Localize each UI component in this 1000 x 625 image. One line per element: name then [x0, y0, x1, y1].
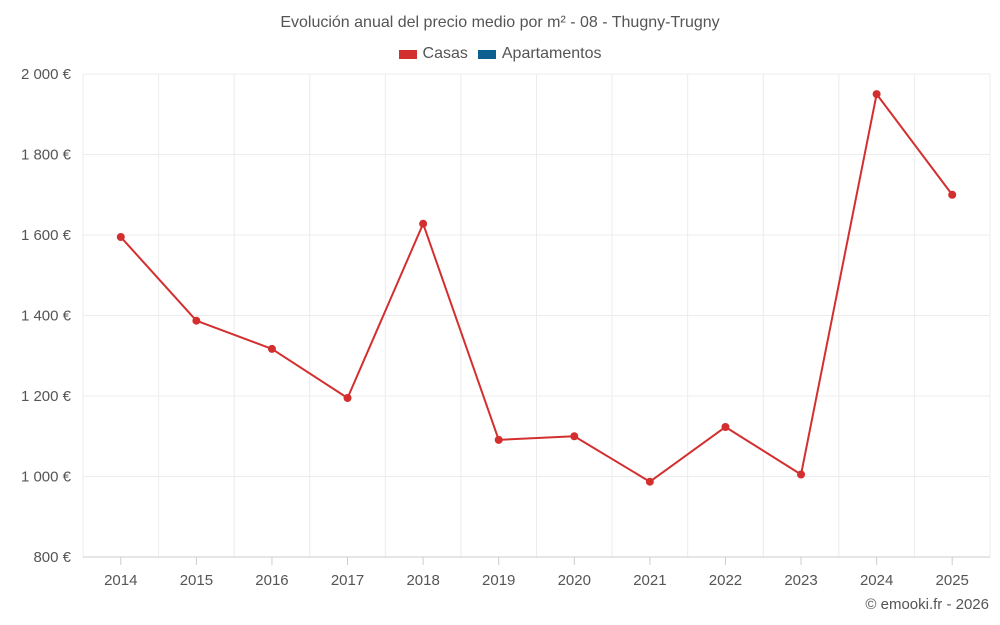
data-point-casas[interactable]	[872, 90, 881, 99]
x-tick-label: 2023	[784, 572, 817, 589]
chart-legend: Casas Apartamentos	[0, 45, 1000, 63]
data-point-casas[interactable]	[192, 316, 201, 325]
data-point-casas[interactable]	[948, 190, 957, 199]
legend-item-apartamentos[interactable]: Apartamentos	[477, 45, 602, 63]
legend-label-apartamentos: Apartamentos	[501, 45, 602, 62]
data-point-casas[interactable]	[645, 477, 654, 486]
x-tick-label: 2014	[104, 572, 137, 589]
legend-swatch-casas	[398, 49, 417, 59]
x-tick-label: 2022	[709, 572, 742, 589]
x-tick-label: 2024	[860, 572, 893, 589]
data-point-casas[interactable]	[116, 233, 125, 242]
series-line-casas	[120, 93, 954, 483]
data-point-casas[interactable]	[419, 219, 428, 228]
y-tick-label: 1 400 €	[21, 308, 72, 325]
data-point-casas[interactable]	[721, 422, 730, 431]
chart-title: Evolución anual del precio medio por m² …	[280, 14, 720, 31]
copyright-notice: © emooki.fr - 2026	[865, 596, 989, 613]
y-tick-label: 800 €	[33, 549, 71, 566]
legend-label-casas: Casas	[422, 45, 468, 62]
x-tick-label: 2015	[180, 572, 213, 589]
data-point-casas[interactable]	[570, 432, 579, 441]
legend-swatch-apartamentos	[477, 49, 496, 59]
y-tick-label: 1 200 €	[21, 388, 72, 405]
y-tick-label: 1 000 €	[21, 469, 72, 486]
x-tick-label: 2019	[482, 572, 515, 589]
data-point-casas[interactable]	[267, 344, 276, 353]
data-point-casas[interactable]	[343, 394, 352, 403]
y-tick-label: 1 600 €	[21, 227, 72, 244]
data-point-casas[interactable]	[797, 470, 806, 479]
y-tick-label: 1 800 €	[21, 147, 72, 164]
x-tick-label: 2020	[558, 572, 591, 589]
legend-item-casas[interactable]: Casas	[398, 45, 468, 63]
data-point-casas[interactable]	[494, 435, 503, 444]
y-tick-label: 2 000 €	[21, 66, 72, 83]
x-tick-label: 2021	[633, 572, 666, 589]
x-tick-label: 2016	[255, 572, 288, 589]
x-tick-label: 2018	[406, 572, 439, 589]
x-tick-label: 2017	[331, 572, 364, 589]
x-tick-label: 2025	[936, 572, 969, 589]
